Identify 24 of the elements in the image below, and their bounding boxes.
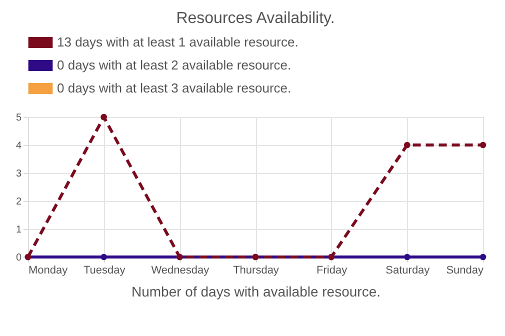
point (404, 142, 410, 148)
legend-label: 0 days with at least 2 available resource. (57, 58, 292, 72)
x-tick-label: Sunday (446, 264, 484, 276)
x-axis-title: Number of days with available resource. (131, 284, 381, 300)
point (480, 142, 486, 148)
y-tick-label: 1 (16, 224, 22, 236)
point (100, 254, 107, 260)
point (404, 254, 410, 260)
y-tick-label: 0 (16, 252, 22, 264)
y-tick-label: 2 (16, 196, 22, 208)
legend-label: 13 days with at least 1 available resource. (57, 34, 298, 50)
x-tick-label: Tuesday (83, 264, 126, 276)
legend-label: 0 days with at least 3 available resource. (57, 80, 292, 96)
x-tick-label: Saturday (386, 264, 430, 276)
y-tick-label: 3 (16, 168, 22, 180)
x-tick-label: Wednesday (151, 264, 210, 276)
x-tick-label: Thursday (233, 264, 280, 276)
point (100, 114, 107, 120)
chart-title: Resources Availability. (176, 10, 335, 27)
y-tick-label: 5 (16, 112, 22, 124)
y-tick-label: 4 (16, 140, 22, 152)
point (480, 254, 486, 260)
x-tick-label: Friday (316, 264, 348, 276)
x-tick-label: Monday (28, 264, 68, 276)
